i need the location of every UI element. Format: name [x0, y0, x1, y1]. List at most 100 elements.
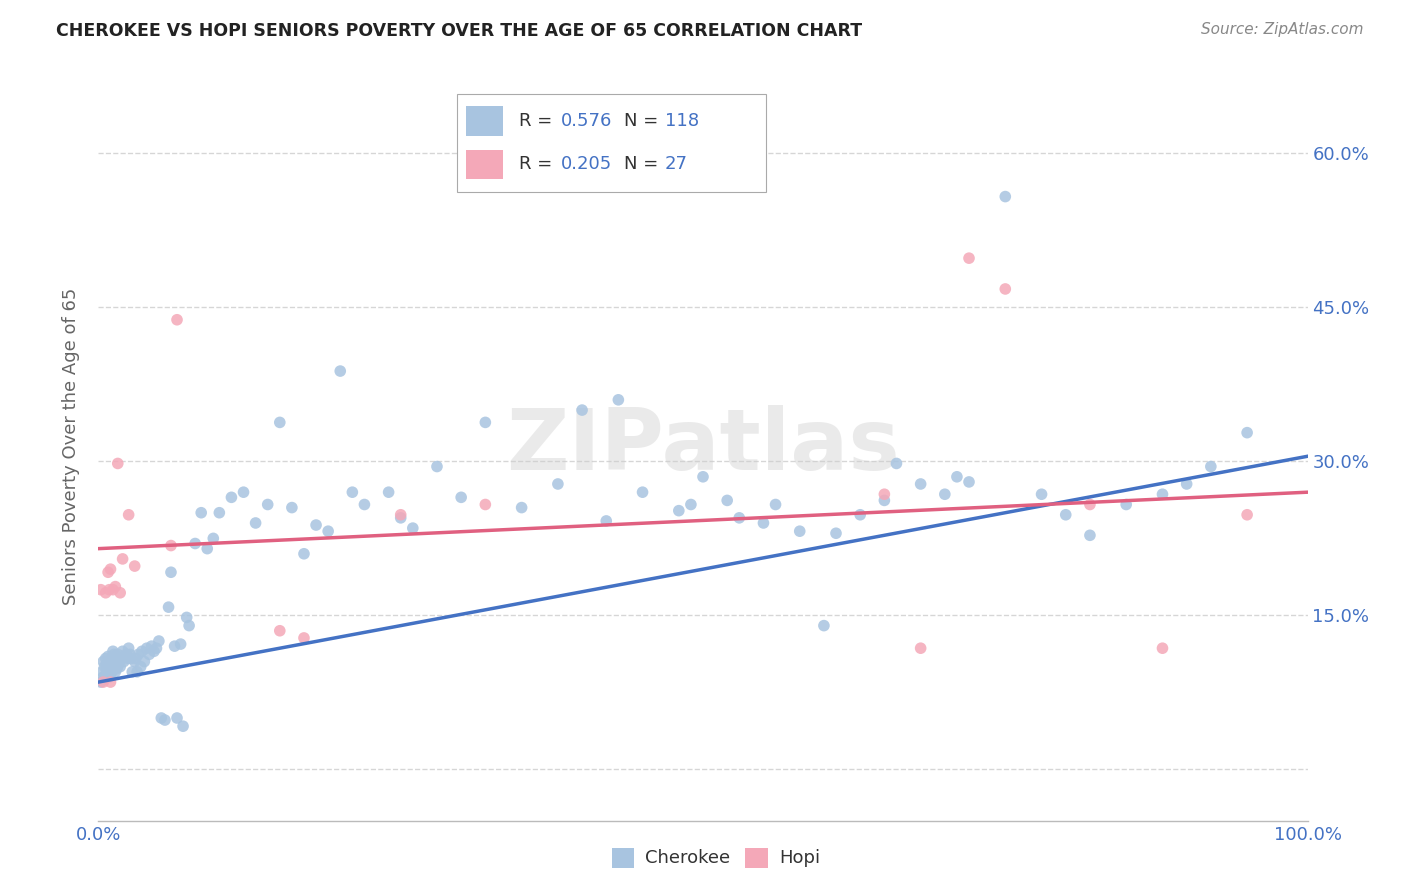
Point — [125, 651, 148, 665]
Point — [150, 711, 173, 725]
Point — [90, 582, 112, 597]
Point — [329, 364, 352, 378]
Point — [281, 500, 304, 515]
Point — [101, 644, 124, 658]
Point — [1078, 498, 1101, 512]
Point — [124, 655, 146, 669]
Point — [105, 649, 128, 664]
Point — [316, 524, 339, 539]
Point — [172, 719, 194, 733]
Point — [474, 416, 496, 430]
Text: 0.205: 0.205 — [561, 155, 612, 173]
Point — [93, 672, 115, 686]
Point — [107, 648, 129, 662]
Point — [389, 511, 412, 525]
Point — [232, 485, 254, 500]
Point — [91, 655, 114, 669]
Point — [245, 516, 267, 530]
Point — [101, 582, 124, 597]
Point — [135, 641, 157, 656]
Point — [377, 485, 399, 500]
Point — [157, 600, 180, 615]
Point — [179, 618, 201, 632]
Point — [873, 493, 896, 508]
Point — [510, 500, 533, 515]
Point — [825, 526, 848, 541]
Point — [134, 655, 156, 669]
Point — [145, 641, 167, 656]
Point — [105, 662, 128, 676]
Point — [94, 668, 117, 682]
Point — [111, 552, 134, 566]
Point — [121, 665, 143, 679]
Point — [176, 610, 198, 624]
Point — [108, 655, 131, 669]
Point — [117, 651, 139, 665]
Point — [190, 506, 212, 520]
Point — [221, 491, 243, 505]
Point — [108, 659, 131, 673]
Point — [91, 670, 114, 684]
Point — [98, 655, 121, 669]
Text: N =: N = — [624, 112, 664, 130]
Text: Hopi: Hopi — [779, 849, 820, 867]
Point — [668, 503, 690, 517]
Point — [813, 618, 835, 632]
Point — [886, 457, 908, 471]
Point — [256, 498, 278, 512]
Point — [112, 655, 135, 669]
Point — [292, 547, 315, 561]
Point — [91, 675, 114, 690]
Point — [474, 498, 496, 512]
Point — [160, 566, 183, 580]
Text: 27: 27 — [665, 155, 688, 173]
Point — [426, 459, 449, 474]
Point — [115, 648, 138, 662]
Point — [143, 644, 166, 658]
Point — [716, 493, 738, 508]
Point — [131, 644, 153, 658]
Text: Cherokee: Cherokee — [645, 849, 731, 867]
Point — [1031, 487, 1053, 501]
Point — [910, 641, 932, 656]
Point — [96, 665, 118, 679]
Point — [100, 668, 122, 682]
Point — [169, 637, 191, 651]
Point — [292, 631, 315, 645]
Point — [101, 662, 124, 676]
Point — [90, 675, 112, 690]
Text: 118: 118 — [665, 112, 699, 130]
Point — [104, 655, 127, 669]
Point — [752, 516, 775, 530]
Point — [195, 541, 218, 556]
Point — [103, 659, 125, 673]
Point — [127, 665, 149, 679]
Point — [127, 648, 149, 662]
Point — [184, 536, 207, 550]
Point — [1199, 459, 1222, 474]
Point — [98, 670, 121, 684]
Point — [104, 665, 127, 679]
Point — [97, 649, 120, 664]
Point — [946, 470, 969, 484]
Point — [1236, 425, 1258, 440]
Point — [91, 665, 114, 679]
Point — [269, 416, 291, 430]
Point — [789, 524, 811, 539]
Text: ZIPatlas: ZIPatlas — [506, 404, 900, 488]
Point — [1115, 498, 1137, 512]
Text: R =: R = — [519, 155, 558, 173]
Point — [103, 648, 125, 662]
Point — [957, 251, 980, 265]
Y-axis label: Seniors Poverty Over the Age of 65: Seniors Poverty Over the Age of 65 — [62, 287, 80, 605]
Point — [631, 485, 654, 500]
Text: 0.576: 0.576 — [561, 112, 613, 130]
Point — [100, 675, 122, 690]
Point — [873, 487, 896, 501]
Point — [93, 659, 115, 673]
Point — [97, 566, 120, 580]
Point — [994, 282, 1017, 296]
Point — [450, 491, 472, 505]
Point — [1152, 487, 1174, 501]
Point — [138, 648, 160, 662]
